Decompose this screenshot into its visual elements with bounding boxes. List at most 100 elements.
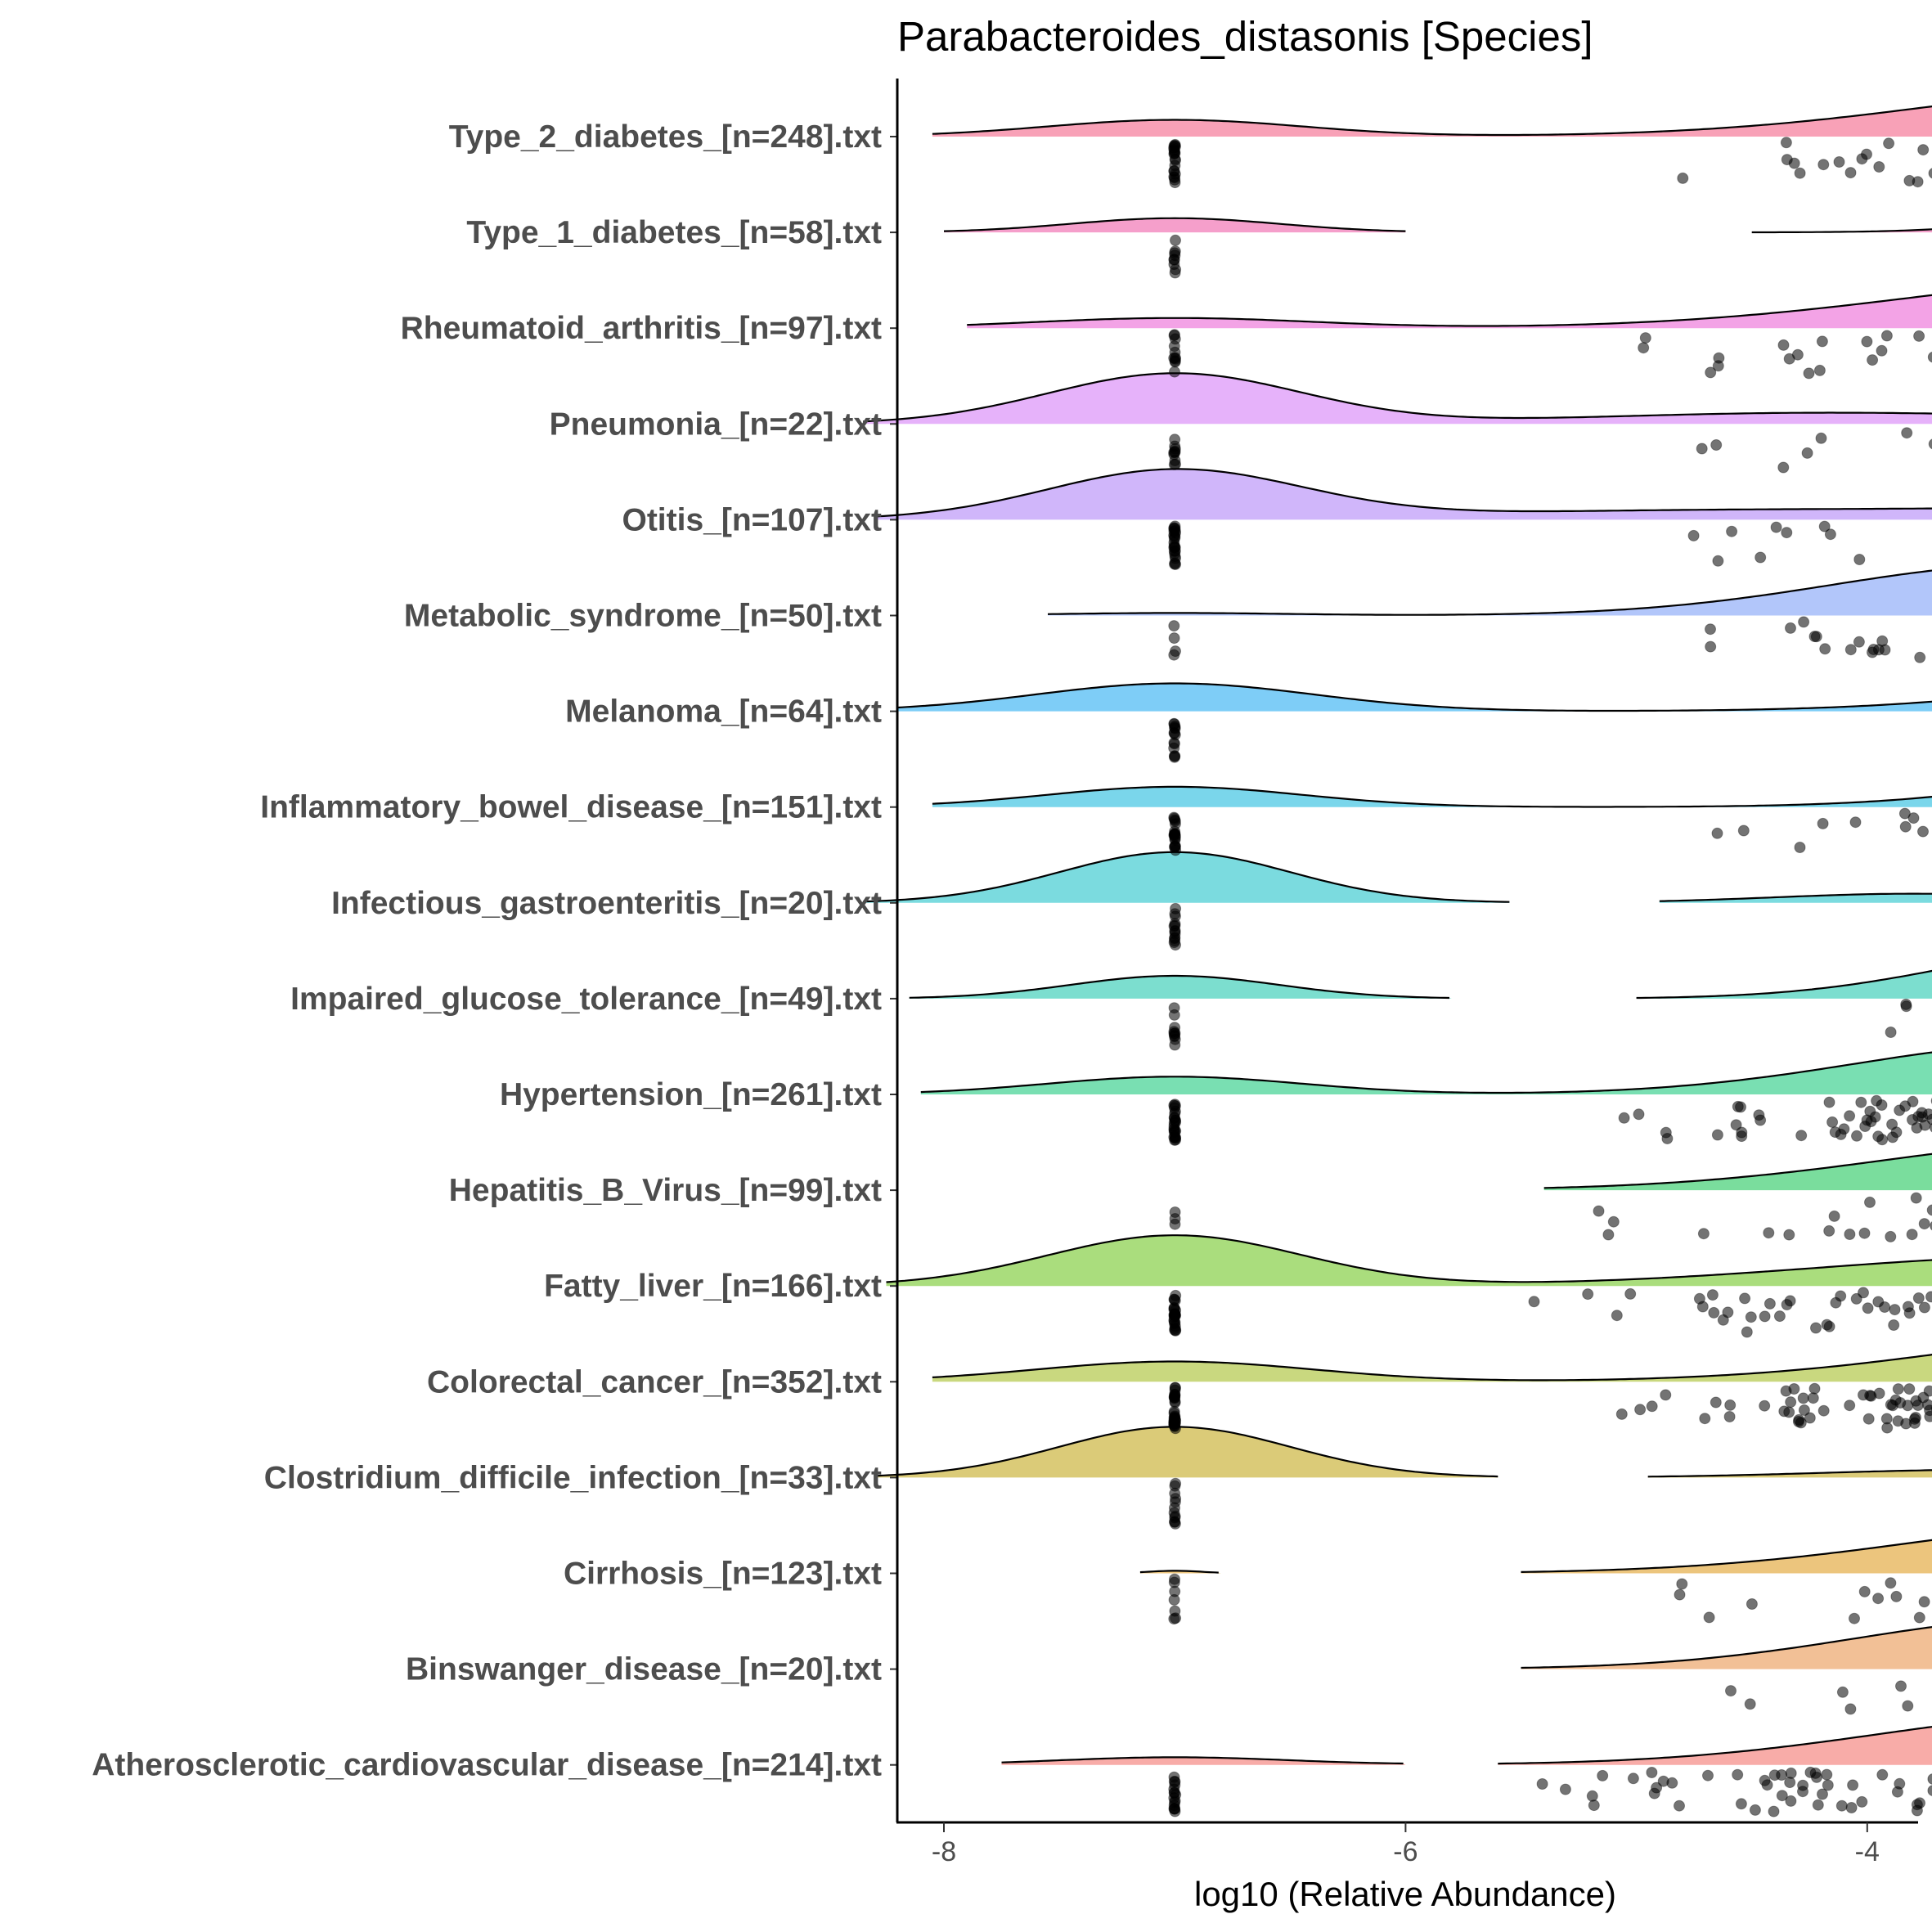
data-point-hypertension	[1855, 1096, 1867, 1108]
x-tick-label: -8	[932, 1836, 956, 1867]
data-point-colorectal-cancer	[1864, 1390, 1876, 1402]
data-point-atherosclerotic-cardiovascular-disease	[1811, 1771, 1822, 1783]
data-point-atherosclerotic-cardiovascular-disease	[1821, 1768, 1833, 1781]
data-point-type-1-diabetes	[1170, 263, 1182, 276]
x-axis-ticks: -8-6-4-20	[932, 1822, 1880, 1867]
data-point-fatty-liver	[1889, 1304, 1901, 1316]
data-point-cirrhosis	[1849, 1612, 1860, 1624]
density-outline-colorectal-cancer	[932, 1354, 1932, 1382]
density-outline-hypertension	[920, 1051, 1932, 1094]
density-outline-hepatitis-b-virus	[1543, 1152, 1932, 1189]
data-point-atherosclerotic-cardiovascular-disease	[1702, 1769, 1714, 1781]
data-point-binswanger-disease	[1744, 1698, 1756, 1710]
category-label-impaired-glucose-tolerance: Impaired_glucose_tolerance_[n=49].txt	[290, 982, 882, 1017]
data-point-rheumatoid-arthritis	[1170, 353, 1181, 365]
data-point-atherosclerotic-cardiovascular-disease	[1891, 1786, 1903, 1798]
data-point-melanoma	[1168, 750, 1180, 762]
data-point-hypertension	[1660, 1126, 1672, 1139]
data-point-fatty-liver	[1835, 1290, 1847, 1302]
data-point-colorectal-cancer	[1798, 1404, 1810, 1416]
data-point-inflammatory-bowel-disease	[1794, 842, 1806, 853]
density-outline-infectious-gastroenteritis	[863, 851, 1510, 903]
data-point-inflammatory-bowel-disease	[1168, 812, 1180, 824]
data-point-colorectal-cancer	[1804, 1412, 1816, 1424]
data-point-otitis	[1781, 527, 1793, 539]
data-point-colorectal-cancer	[1699, 1413, 1711, 1425]
data-point-atherosclerotic-cardiovascular-disease	[1559, 1783, 1571, 1795]
density-fill-type-1-diabetes	[944, 218, 1406, 233]
density-fill-colorectal-cancer	[932, 1355, 1932, 1382]
data-point-colorectal-cancer	[1795, 1417, 1807, 1429]
data-point-atherosclerotic-cardiovascular-disease	[1914, 1797, 1925, 1809]
data-point-rheumatoid-arthritis	[1638, 342, 1650, 354]
data-point-type-1-diabetes	[1169, 245, 1181, 258]
data-point-hepatitis-b-virus	[1169, 1206, 1181, 1218]
data-point-inflammatory-bowel-disease	[1899, 820, 1912, 833]
data-point-clostridium-difficile-infection	[1168, 1507, 1180, 1519]
data-point-pneumonia	[1801, 447, 1813, 459]
category-label-otitis: Otitis_[n=107].txt	[622, 502, 882, 537]
data-point-cirrhosis	[1169, 1585, 1181, 1597]
category-label-metabolic-syndrome: Metabolic_syndrome_[n=50].txt	[404, 599, 882, 634]
data-point-fatty-liver	[1693, 1292, 1705, 1305]
density-fill-hepatitis-b-virus	[1543, 1153, 1932, 1191]
data-point-infectious-gastroenteritis	[1169, 908, 1181, 920]
data-point-atherosclerotic-cardiovascular-disease	[1168, 1776, 1180, 1787]
data-point-fatty-liver	[1925, 1291, 1932, 1303]
data-point-metabolic-syndrome	[1705, 623, 1716, 636]
data-point-type-2-diabetes	[1788, 157, 1800, 169]
data-point-fatty-liver	[1918, 1301, 1930, 1314]
data-point-hepatitis-b-virus	[1930, 1221, 1932, 1231]
data-point-rheumatoid-arthritis	[1639, 332, 1651, 344]
data-point-hepatitis-b-virus	[1844, 1229, 1856, 1240]
data-point-fatty-liver	[1169, 1308, 1181, 1320]
data-point-fatty-liver	[1764, 1297, 1776, 1310]
data-point-impaired-glucose-tolerance	[1169, 1029, 1180, 1041]
data-point-hypertension	[1899, 1100, 1912, 1112]
data-point-inflammatory-bowel-disease	[1898, 807, 1911, 820]
data-point-atherosclerotic-cardiovascular-disease	[1586, 1790, 1598, 1802]
data-point-fatty-liver	[1582, 1288, 1594, 1301]
density-outline-rheumatoid-arthritis	[967, 294, 1932, 327]
data-point-hypertension	[1795, 1130, 1808, 1142]
category-label-cirrhosis: Cirrhosis_[n=123].txt	[564, 1557, 882, 1592]
category-label-inflammatory-bowel-disease: Inflammatory_bowel_disease_[n=151].txt	[260, 790, 882, 825]
data-point-type-2-diabetes	[1169, 153, 1181, 165]
data-point-hepatitis-b-virus	[1926, 1204, 1932, 1216]
data-point-hypertension	[1876, 1099, 1888, 1111]
density-fill-cirrhosis	[1521, 1539, 1932, 1574]
data-point-binswanger-disease	[1902, 1700, 1914, 1712]
data-point-type-2-diabetes	[1833, 156, 1845, 168]
data-point-colorectal-cancer	[1892, 1383, 1904, 1395]
data-point-atherosclerotic-cardiovascular-disease	[1847, 1779, 1859, 1791]
density-outline-type-1-diabetes	[1751, 228, 1932, 234]
data-point-atherosclerotic-cardiovascular-disease	[1797, 1779, 1809, 1791]
data-point-fatty-liver	[1717, 1314, 1729, 1326]
data-point-fatty-liver	[1903, 1307, 1916, 1319]
data-point-fatty-liver	[1170, 1324, 1182, 1336]
data-point-inflammatory-bowel-disease	[1817, 817, 1829, 829]
density-outline-atherosclerotic-cardiovascular-disease	[1001, 1756, 1404, 1765]
data-point-atherosclerotic-cardiovascular-disease	[1927, 1773, 1932, 1785]
data-point-hepatitis-b-virus	[1823, 1224, 1835, 1237]
data-point-rheumatoid-arthritis	[1169, 366, 1180, 378]
data-point-colorectal-cancer	[1880, 1413, 1893, 1425]
data-point-hypertension	[1618, 1112, 1630, 1124]
density-outline-binswanger-disease	[1521, 1626, 1932, 1669]
data-point-otitis	[1770, 521, 1782, 533]
data-point-fatty-liver	[1528, 1296, 1540, 1308]
category-label-melanoma: Melanoma_[n=64].txt	[565, 694, 882, 730]
data-point-colorectal-cancer	[1903, 1383, 1916, 1395]
data-point-atherosclerotic-cardiovascular-disease	[1588, 1799, 1600, 1812]
density-outline-impaired-glucose-tolerance	[909, 974, 1450, 1000]
category-label-binswanger-disease: Binswanger_disease_[n=20].txt	[406, 1652, 882, 1687]
data-point-colorectal-cancer	[1634, 1404, 1647, 1416]
data-point-cirrhosis	[1858, 1585, 1871, 1597]
category-label-atherosclerotic-cardiovascular-disease: Atherosclerotic_cardiovascular_disease_[…	[92, 1748, 882, 1783]
data-point-type-2-diabetes	[1883, 137, 1895, 150]
data-point-hypertension	[1168, 1117, 1180, 1129]
data-point-rheumatoid-arthritis	[1803, 367, 1815, 380]
data-point-hypertension	[1736, 1126, 1748, 1139]
data-point-metabolic-syndrome	[1819, 643, 1831, 655]
data-point-metabolic-syndrome	[1168, 620, 1180, 632]
